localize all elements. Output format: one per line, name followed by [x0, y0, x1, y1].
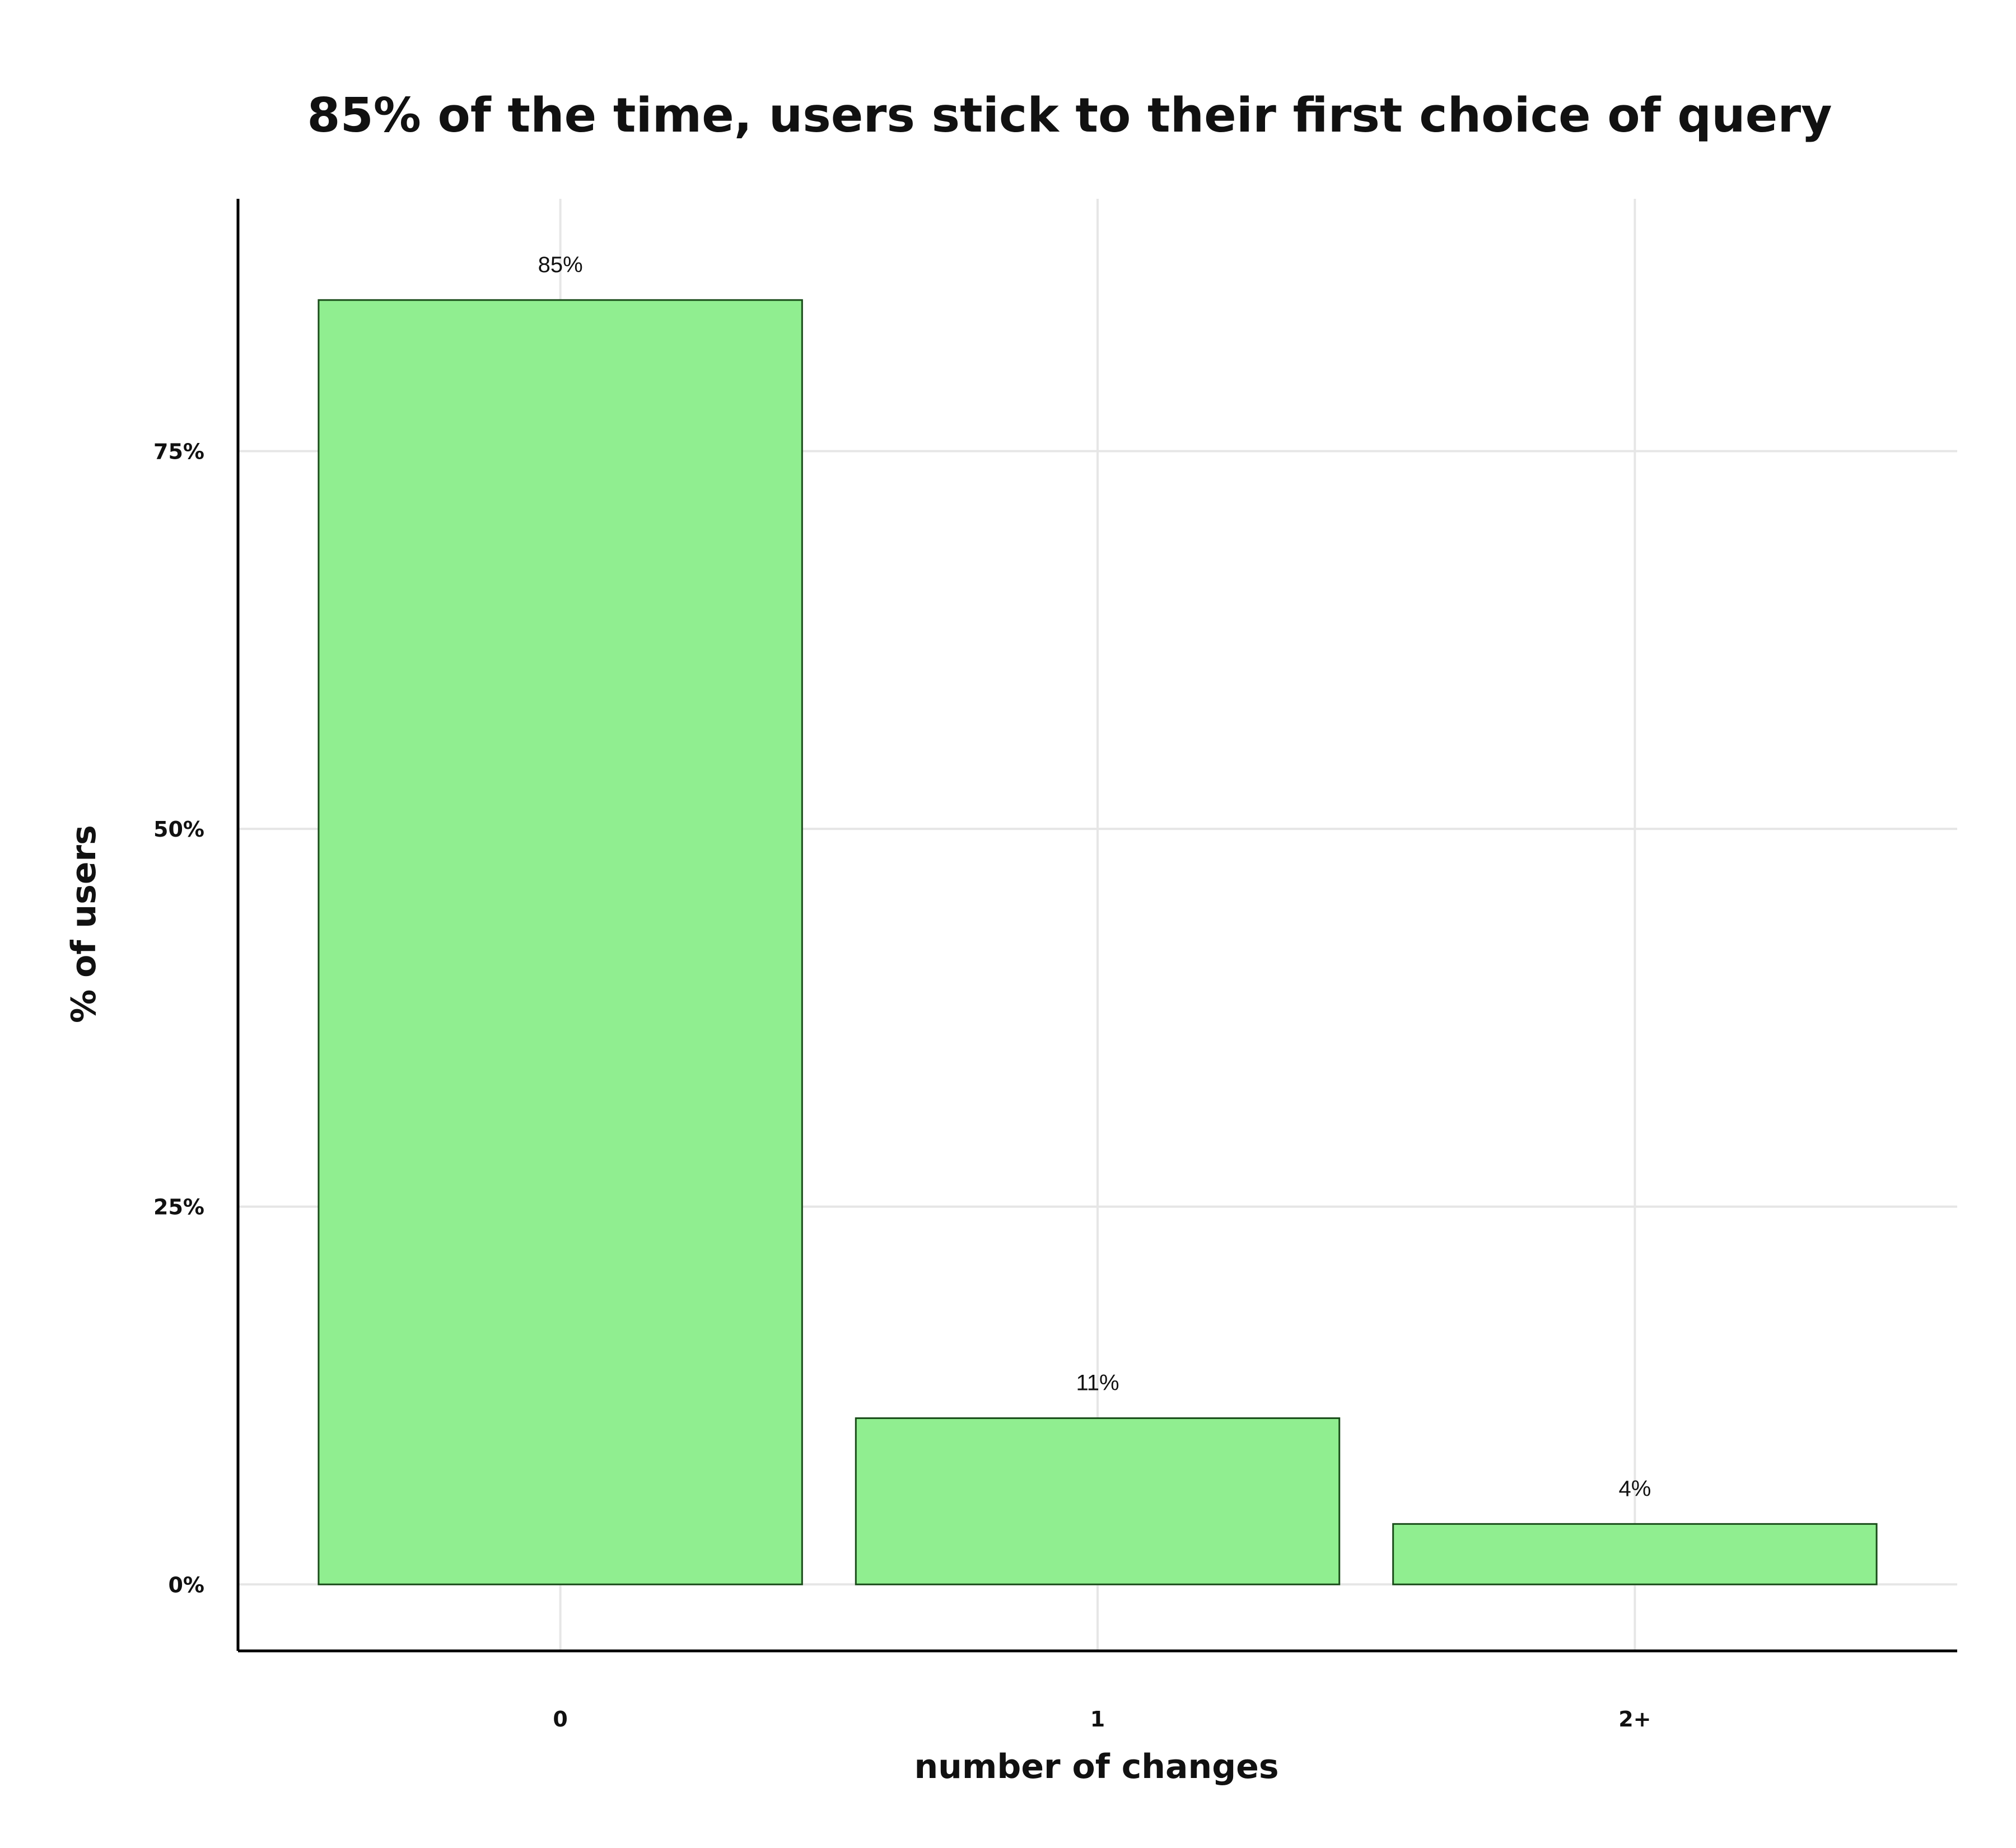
bar	[855, 1417, 1341, 1585]
x-tick-label: 1	[1090, 1707, 1105, 1732]
bar-data-label: 4%	[1618, 1476, 1651, 1501]
x-tick-label: 2+	[1618, 1707, 1651, 1732]
y-tick-label: 25%	[153, 1195, 204, 1220]
y-axis-title: % of users	[64, 825, 104, 1023]
axes-layer	[236, 199, 1957, 1653]
chart-title: 85% of the time, users stick to their fi…	[307, 88, 1832, 143]
bar	[318, 299, 803, 1585]
x-axis-title: number of changes	[914, 1747, 1278, 1786]
x-tick-label: 0	[553, 1707, 567, 1732]
labels-layer: 0% 25% 50% 75% 85% 0 11% 1 4% 2+	[153, 253, 1651, 1732]
y-tick-label: 75%	[153, 440, 204, 464]
y-tick-label: 50%	[153, 817, 204, 842]
bars-layer	[318, 299, 1878, 1585]
bar	[1392, 1523, 1878, 1585]
bar-data-label: 85%	[538, 253, 583, 277]
bar-data-label: 11%	[1076, 1370, 1119, 1395]
y-tick-label: 0%	[168, 1572, 204, 1597]
